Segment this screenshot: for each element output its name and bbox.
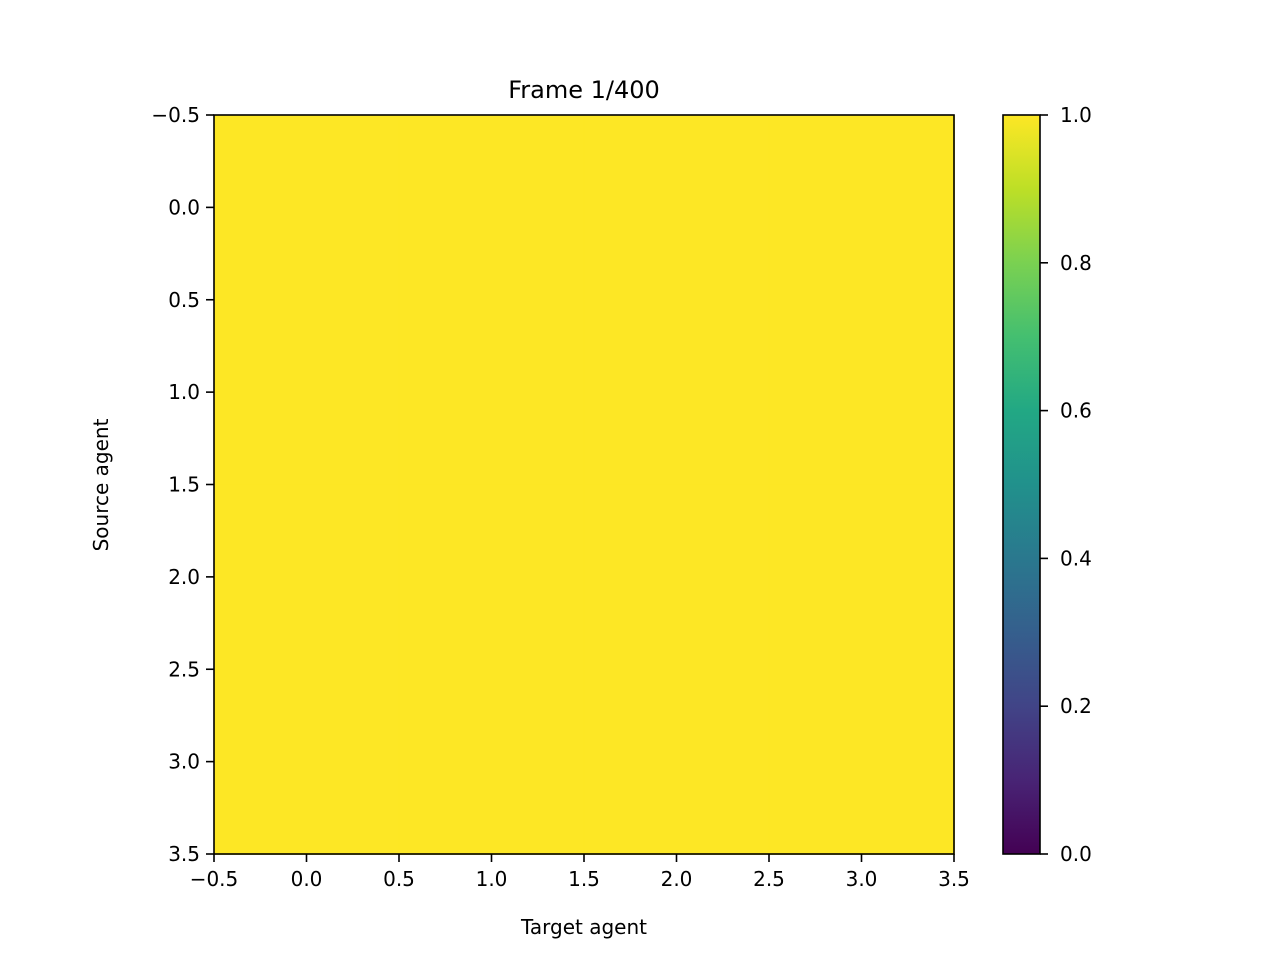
colorbar-tick-label: 0.0 [1060, 842, 1092, 866]
y-tick-label: 3.0 [168, 750, 200, 774]
y-tick-label: 1.0 [168, 380, 200, 404]
x-tick-label: 0.5 [383, 867, 415, 891]
heatmap-cell [768, 114, 955, 301]
x-tick-label: 3.0 [846, 867, 878, 891]
colorbar-tick-label: 0.2 [1060, 694, 1092, 718]
heatmap-cell [213, 484, 400, 671]
x-tick-label: 2.0 [661, 867, 693, 891]
heatmap-cell [768, 299, 955, 486]
x-tick-label: 0.0 [291, 867, 323, 891]
heatmap-cell [583, 484, 770, 671]
colorbar-tick-label: 1.0 [1060, 103, 1092, 127]
heatmap-cell [768, 669, 955, 855]
x-tick-label: −0.5 [190, 867, 239, 891]
heatmap-cell [583, 669, 770, 855]
heatmap-cells [213, 114, 955, 855]
x-tick-label: 2.5 [753, 867, 785, 891]
colorbar-tick-label: 0.4 [1060, 546, 1092, 570]
x-tick-label: 1.5 [568, 867, 600, 891]
y-tick-label: 2.5 [168, 657, 200, 681]
y-tick-label: 0.0 [168, 195, 200, 219]
y-tick-label: 1.5 [168, 473, 200, 497]
x-axis-label: Target agent [520, 915, 647, 939]
colorbar [1002, 114, 1041, 855]
heatmap-cell [768, 484, 955, 671]
heatmap-cell [213, 299, 400, 486]
heatmap-cell [398, 299, 585, 486]
y-axis-ticks: −0.5 0.0 0.5 1.0 1.5 2.0 2.5 3.0 3.5 [151, 103, 214, 866]
y-tick-label: 2.0 [168, 565, 200, 589]
heatmap-cell [398, 484, 585, 671]
heatmap-cell [213, 114, 400, 301]
heatmap-cell [583, 299, 770, 486]
heatmap-cell [398, 669, 585, 855]
y-tick-label: 3.5 [168, 842, 200, 866]
heatmap-cell [583, 114, 770, 301]
y-tick-label: −0.5 [151, 103, 200, 127]
colorbar-tick-label: 0.8 [1060, 251, 1092, 275]
x-tick-label: 3.5 [938, 867, 970, 891]
colorbar-ticks: 0.0 0.2 0.4 0.6 0.8 1.0 [1040, 103, 1092, 866]
heatmap-cell [398, 114, 585, 301]
x-axis-ticks: −0.5 0.0 0.5 1.0 1.5 2.0 2.5 3.0 3.5 [190, 854, 970, 891]
y-tick-label: 0.5 [168, 288, 200, 312]
x-tick-label: 1.0 [476, 867, 508, 891]
heatmap-cell [213, 669, 400, 855]
y-axis-label: Source agent [89, 418, 113, 551]
chart-title: Frame 1/400 [508, 76, 660, 104]
colorbar-tick-label: 0.6 [1060, 399, 1092, 423]
